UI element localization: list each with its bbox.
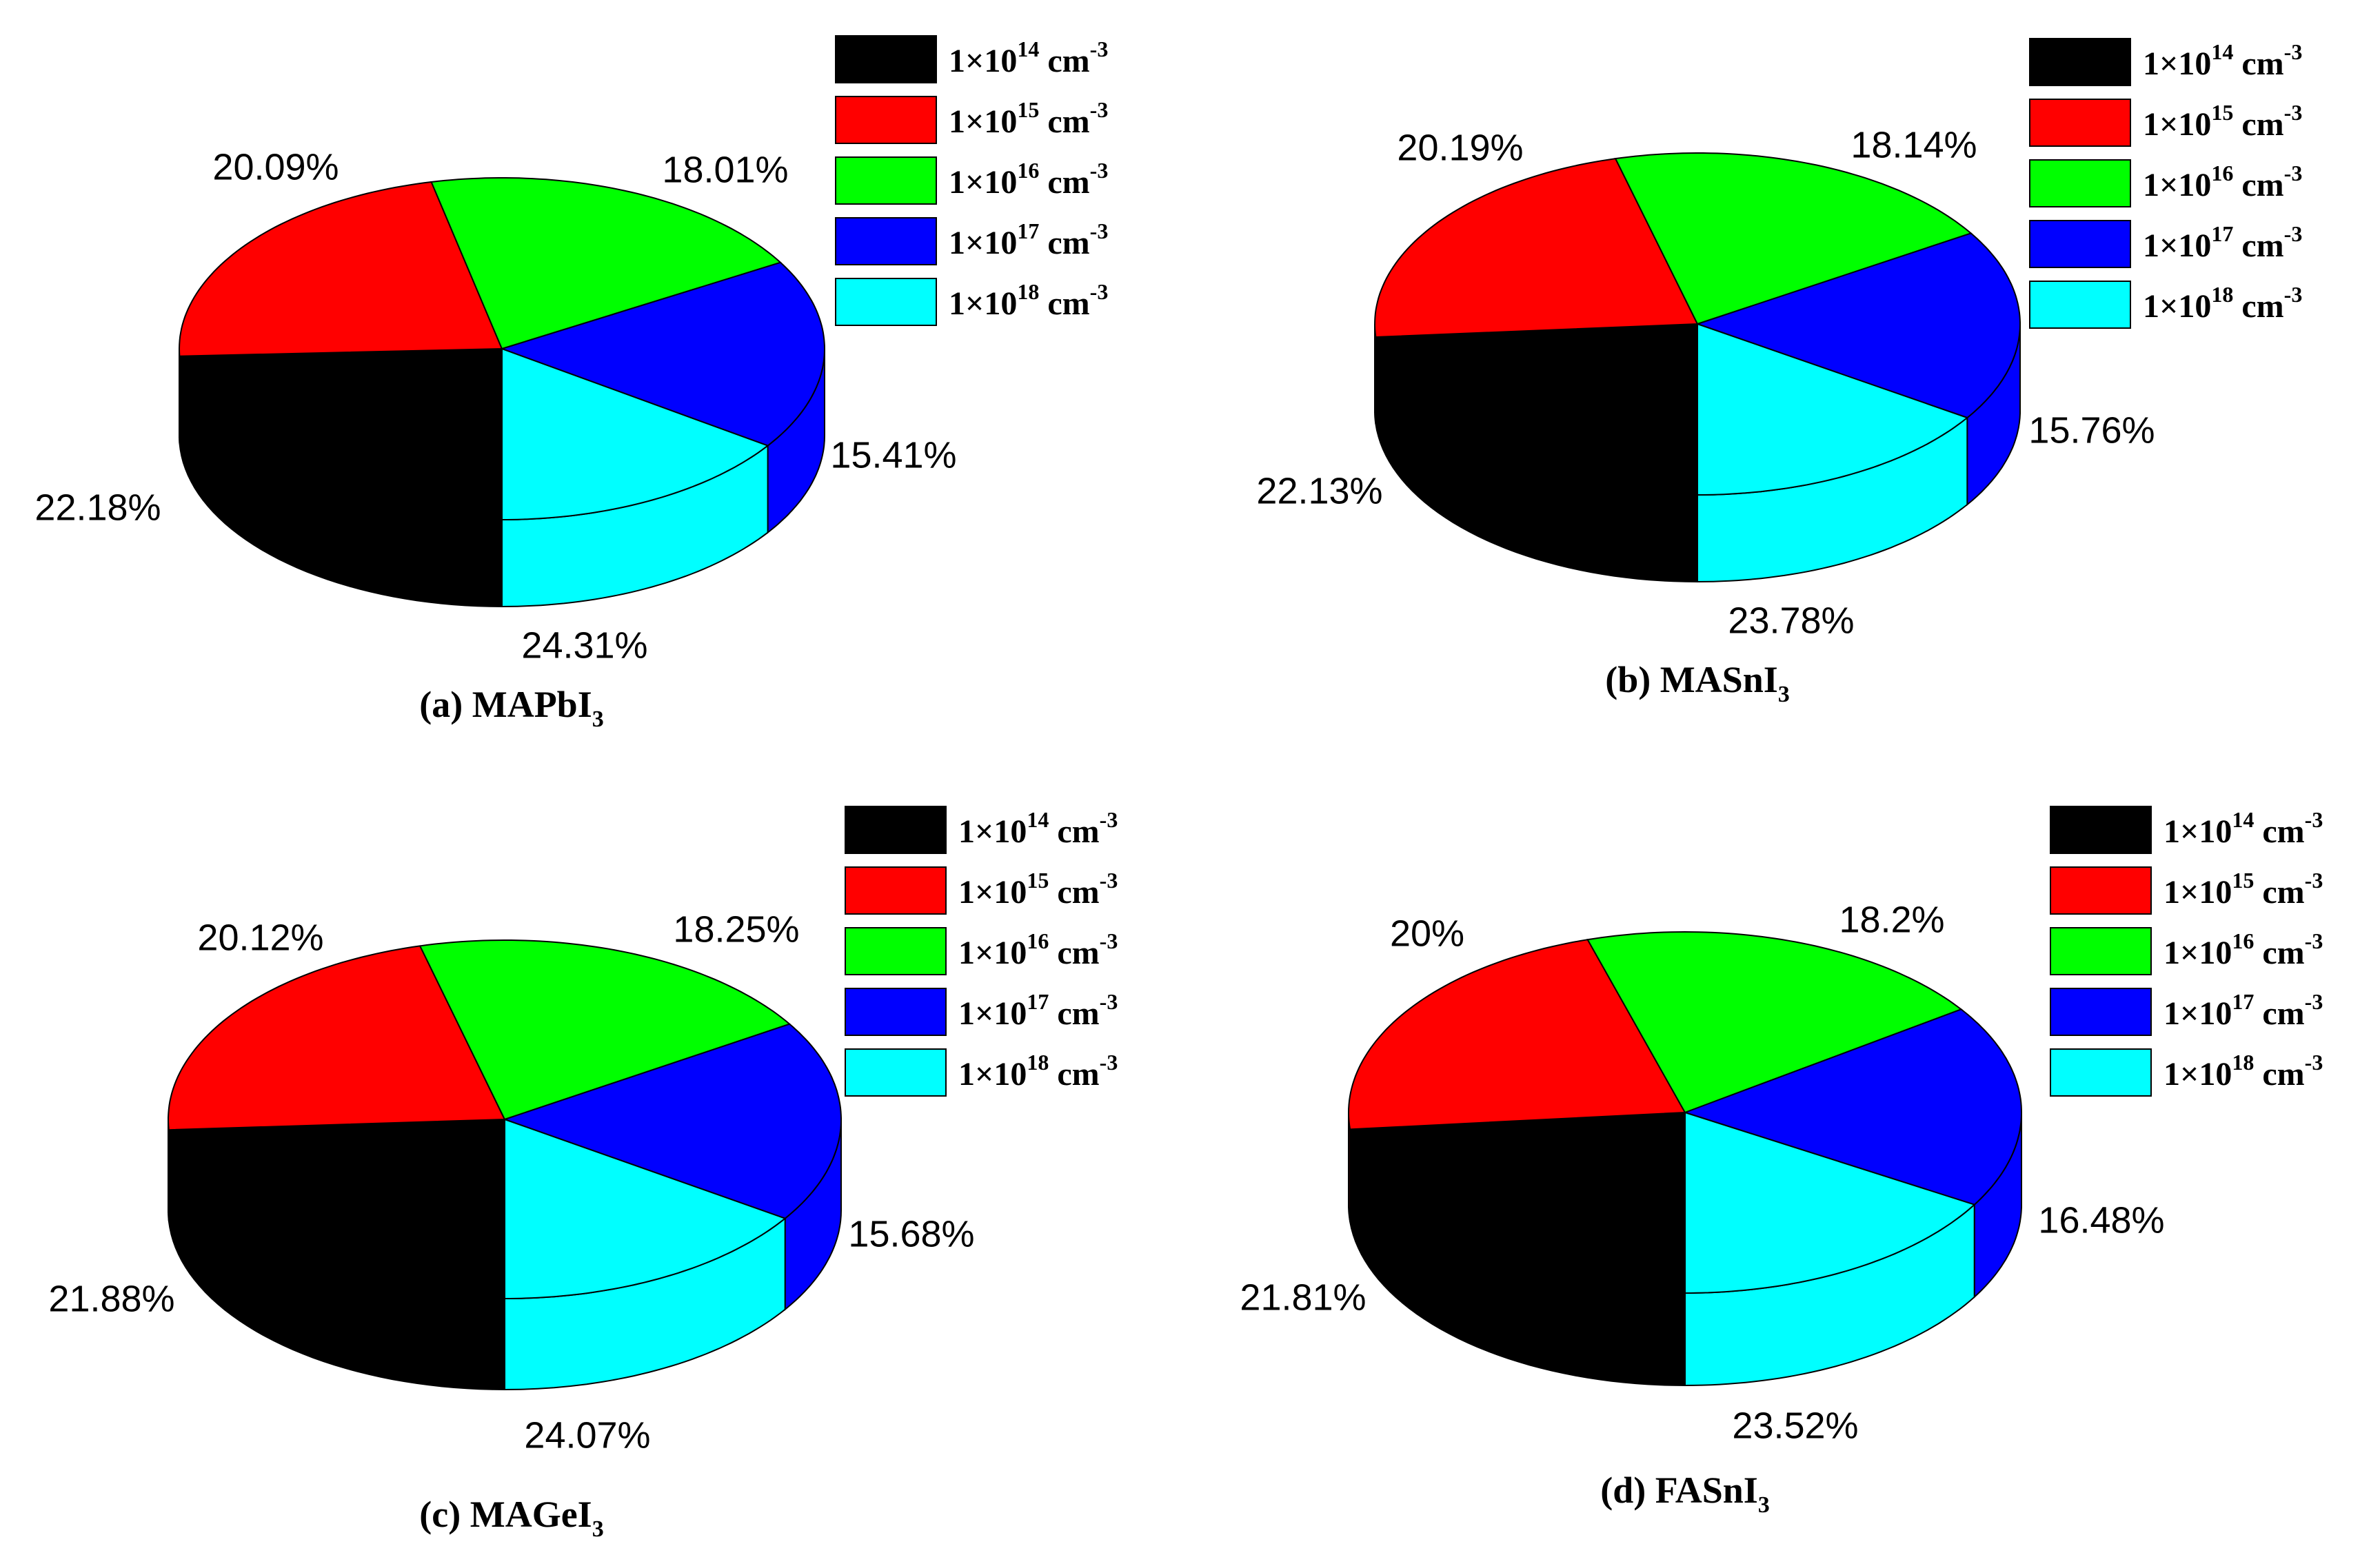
legend-label-green: 1×1016 cm-3 <box>2143 161 2302 203</box>
slice-label-black: 24.07% <box>524 1414 650 1456</box>
pie-slice-blue <box>1682 1008 2023 1206</box>
legend-label-red: 1×1015 cm-3 <box>2164 868 2323 911</box>
panel-caption: (d) FASnI3 <box>1600 1470 1770 1518</box>
legend-label-cyan: 1×1018 cm-3 <box>2164 1050 2323 1092</box>
slice-label-blue: 18.2% <box>1839 899 1944 940</box>
slice-label-red: 21.88% <box>48 1278 174 1319</box>
legend-swatch-cyan <box>2050 1048 2152 1097</box>
legend-label-red: 1×1015 cm-3 <box>949 97 1108 140</box>
legend-swatch-blue <box>2029 220 2131 268</box>
slice-label-black: 24.31% <box>521 624 647 666</box>
legend-swatch-black <box>2029 38 2131 86</box>
slice-label-black: 23.52% <box>1732 1405 1858 1446</box>
legend-swatch-cyan <box>845 1048 947 1097</box>
slice-label-cyan: 15.41% <box>830 434 956 476</box>
slice-label-cyan: 16.48% <box>2038 1199 2164 1241</box>
pie-slice-blue <box>1695 232 2021 419</box>
pie-slice-black <box>1375 323 1698 496</box>
pie-slice-cyan <box>1697 323 1969 496</box>
legend-swatch-black <box>2050 806 2152 854</box>
pie-slice-red <box>1373 158 1699 338</box>
legend-label-black: 1×1014 cm-3 <box>949 37 1108 79</box>
pie-slice-black <box>168 1118 505 1300</box>
legend-swatch-green <box>2050 927 2152 975</box>
panel-caption: (a) MAPbI3 <box>419 684 603 732</box>
pie-slice-black <box>179 347 503 521</box>
legend-label-black: 1×1014 cm-3 <box>958 807 1118 850</box>
legend-swatch-blue <box>2050 988 2152 1036</box>
legend-label-green: 1×1016 cm-3 <box>949 158 1108 201</box>
legend-label-red: 1×1015 cm-3 <box>958 868 1118 911</box>
legend: 1×1014 cm-3 1×1015 cm-3 1×1016 cm-3 1×1017 … <box>2050 806 2323 1097</box>
legend-label-green: 1×1016 cm-3 <box>958 928 1118 971</box>
slice-label-red: 22.18% <box>34 487 161 528</box>
legend-swatch-red <box>2050 866 2152 915</box>
legend-label-cyan: 1×1018 cm-3 <box>958 1050 1118 1092</box>
pie-slice-cyan <box>1684 1111 1976 1294</box>
pie-slice-blue <box>502 1023 842 1219</box>
pie-panel-4: 23.52% 21.81% 20% 18.2% 16.48% (d) FASnI3 1×10… <box>1240 806 2323 1518</box>
slice-label-green: 20% <box>1390 913 1464 954</box>
legend-label-cyan: 1×1018 cm-3 <box>2143 282 2302 325</box>
legend-label-black: 1×1014 cm-3 <box>2143 39 2302 82</box>
pie-slice-cyan <box>504 1118 787 1299</box>
pie-panel-1: 24.31% 22.18% 20.09% 18.01% 15.41% (a) MAPbI3… <box>34 35 1108 732</box>
slice-label-blue: 18.01% <box>662 149 788 190</box>
legend-swatch-green <box>845 927 947 975</box>
pie-slice-green <box>1586 931 1963 1114</box>
legend-swatch-black <box>835 35 937 83</box>
legend-swatch-red <box>2029 99 2131 147</box>
slice-label-green: 20.12% <box>197 917 323 958</box>
legend-swatch-cyan <box>2029 281 2131 329</box>
slice-label-blue: 18.14% <box>1850 124 1977 165</box>
slice-label-green: 20.19% <box>1397 127 1523 168</box>
slice-label-red: 21.81% <box>1240 1277 1366 1318</box>
legend-label-black: 1×1014 cm-3 <box>2164 807 2323 850</box>
slice-label-black: 23.78% <box>1728 600 1854 641</box>
pie-slice-green <box>418 939 791 1121</box>
slice-label-cyan: 15.68% <box>848 1213 974 1254</box>
legend-label-blue: 1×1017 cm-3 <box>2164 989 2323 1032</box>
pie-slice-red <box>1347 939 1686 1130</box>
panel-caption: (c) MAGeI3 <box>419 1494 603 1542</box>
pie-panel-2: 23.78% 22.13% 20.19% 18.14% 15.76% (b) MASnI3… <box>1256 38 2302 707</box>
slice-label-blue: 18.25% <box>673 908 799 950</box>
legend: 1×1014 cm-3 1×1015 cm-3 1×1016 cm-3 1×1017 … <box>2029 38 2302 329</box>
panel-caption: (b) MASnI3 <box>1605 659 1790 707</box>
legend-label-red: 1×1015 cm-3 <box>2143 100 2302 143</box>
slice-label-green: 20.09% <box>212 146 339 187</box>
pie-slice-red <box>178 181 503 357</box>
legend-label-blue: 1×1017 cm-3 <box>958 989 1118 1032</box>
legend-swatch-red <box>845 866 947 915</box>
legend-swatch-black <box>845 806 947 854</box>
pie-side-red <box>168 1119 170 1221</box>
slice-label-red: 22.13% <box>1256 470 1382 511</box>
legend: 1×1014 cm-3 1×1015 cm-3 1×1016 cm-3 1×1017 … <box>845 806 1118 1097</box>
pie-slice-black <box>1349 1111 1686 1294</box>
pie-slice-blue <box>499 261 826 447</box>
legend-swatch-cyan <box>835 278 937 326</box>
legend-label-cyan: 1×1018 cm-3 <box>949 279 1108 322</box>
pie-slice-red <box>168 945 506 1131</box>
legend-label-blue: 1×1017 cm-3 <box>949 218 1108 261</box>
pie-slice-green <box>430 177 782 350</box>
legend-swatch-blue <box>845 988 947 1036</box>
pie-panel-3: 24.07% 21.88% 20.12% 18.25% 15.68% (c) MAGeI3… <box>48 806 1118 1542</box>
legend-label-green: 1×1016 cm-3 <box>2164 928 2323 971</box>
legend-swatch-red <box>835 96 937 144</box>
slice-label-cyan: 15.76% <box>2028 409 2155 451</box>
pie-slice-green <box>1614 152 1973 325</box>
legend: 1×1014 cm-3 1×1015 cm-3 1×1016 cm-3 1×1017 … <box>835 35 1108 326</box>
legend-swatch-blue <box>835 217 937 265</box>
pie-slice-cyan <box>501 347 769 520</box>
legend-swatch-green <box>2029 159 2131 207</box>
legend-swatch-green <box>835 156 937 205</box>
legend-label-blue: 1×1017 cm-3 <box>2143 221 2302 264</box>
